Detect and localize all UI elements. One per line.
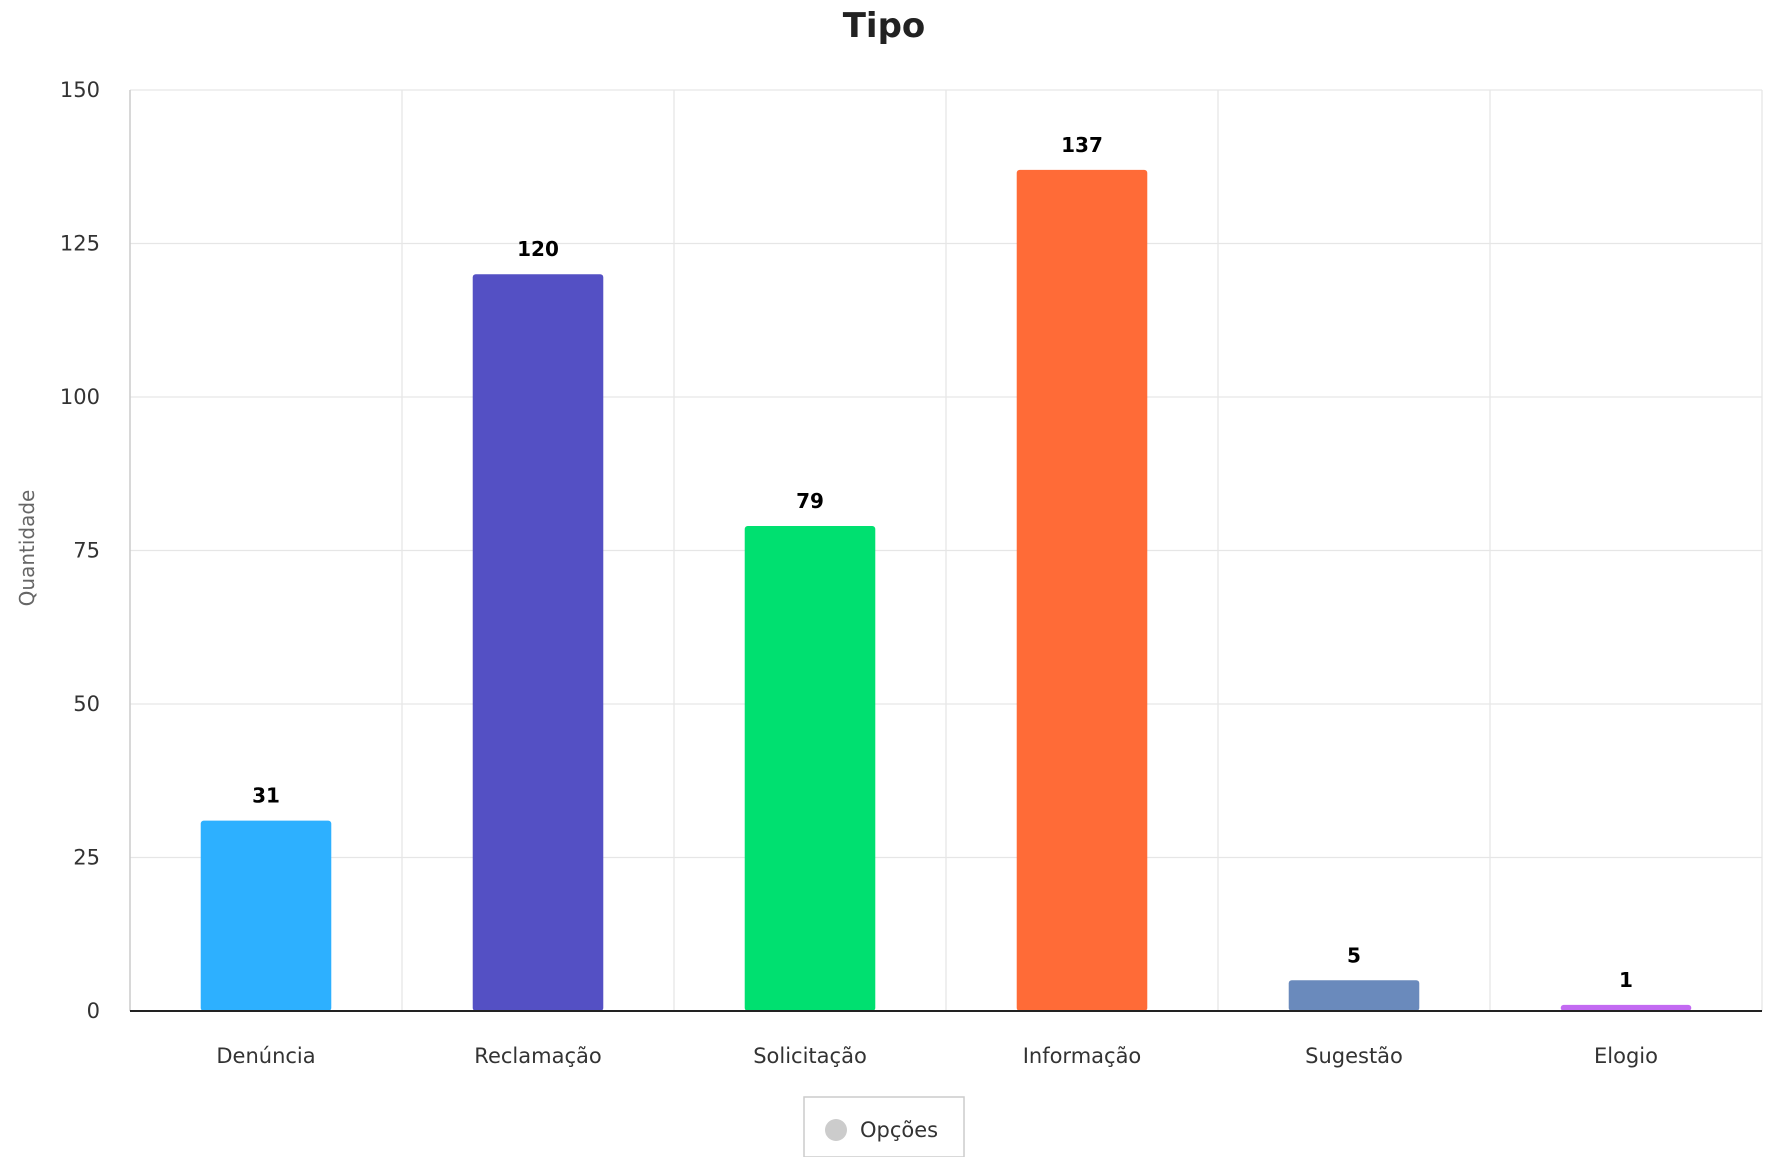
y-axis-label: Quantidade <box>15 490 39 607</box>
x-tick-label: Denúncia <box>216 1044 315 1068</box>
y-tick-label: 25 <box>73 846 100 870</box>
legend-marker-icon <box>825 1119 847 1141</box>
chart-title: Tipo <box>843 6 926 46</box>
grid <box>129 89 1763 1011</box>
x-tick-label: Sugestão <box>1305 1044 1403 1068</box>
x-tick-label: Reclamação <box>474 1044 601 1068</box>
bar[interactable] <box>1560 1004 1692 1011</box>
x-tick-label: Solicitação <box>753 1044 867 1068</box>
x-tick-label: Elogio <box>1594 1044 1658 1068</box>
bar[interactable] <box>744 525 876 1011</box>
y-tick-label: 75 <box>73 539 100 563</box>
bar[interactable] <box>1016 169 1148 1011</box>
data-label: 137 <box>1061 133 1103 157</box>
bar[interactable] <box>1288 980 1420 1011</box>
y-tick-label: 125 <box>60 232 100 256</box>
legend[interactable]: Opções <box>803 1096 965 1157</box>
bars <box>200 169 1692 1011</box>
legend-label: Opções <box>860 1118 938 1142</box>
x-axis-ticks: Denúncia Reclamação Solicitação Informação S… <box>130 1010 1762 1068</box>
data-label: 79 <box>796 489 824 513</box>
data-label: 1 <box>1619 968 1633 992</box>
y-tick-label: 150 <box>60 78 100 102</box>
y-axis-ticks: 0 25 50 75 100 125 150 <box>60 78 100 1023</box>
y-tick-label: 100 <box>60 385 100 409</box>
data-label: 5 <box>1347 943 1361 967</box>
data-label: 31 <box>252 784 280 808</box>
y-tick-label: 0 <box>87 999 100 1023</box>
bar[interactable] <box>472 274 604 1011</box>
y-tick-label: 50 <box>73 692 100 716</box>
data-label: 120 <box>517 237 559 261</box>
data-labels: 31 120 79 137 5 1 <box>252 133 1633 992</box>
x-tick-label: Informação <box>1023 1044 1142 1068</box>
bar[interactable] <box>200 820 332 1011</box>
